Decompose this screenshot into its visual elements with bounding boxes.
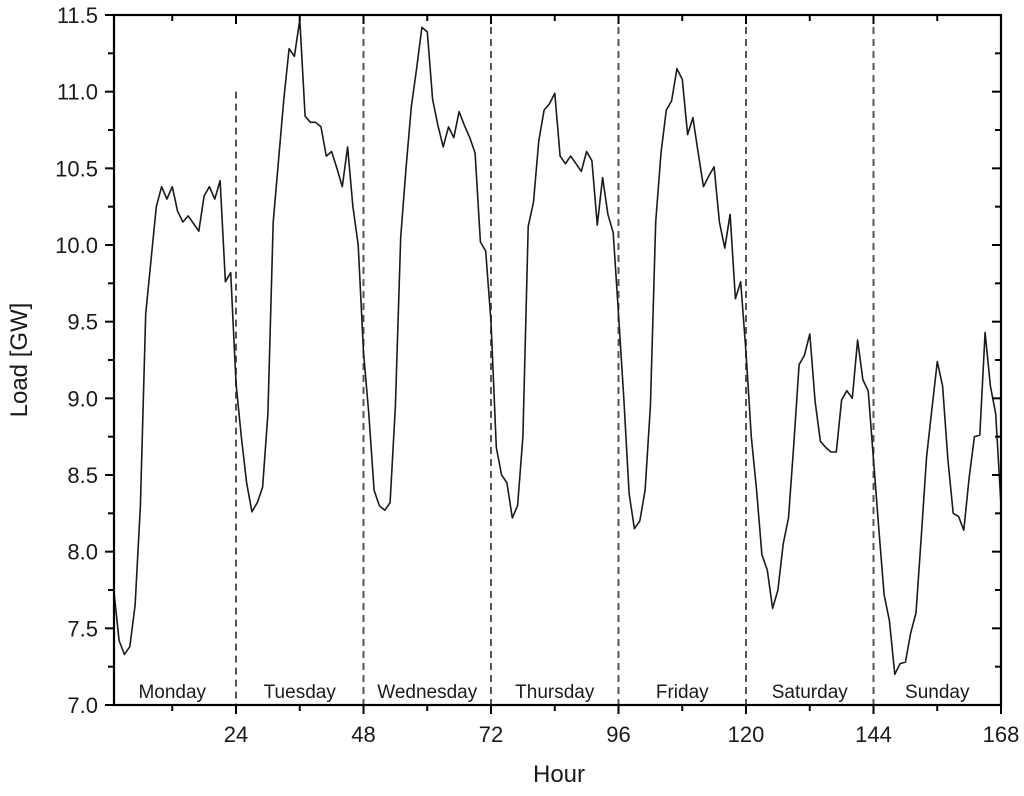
load-series-line bbox=[113, 18, 1002, 676]
day-label: Sunday bbox=[905, 682, 970, 703]
axis-ticks bbox=[105, 14, 1002, 714]
y-tick-label: 9.0 bbox=[67, 386, 98, 411]
x-tick-label: 120 bbox=[728, 722, 765, 747]
day-label: Wednesday bbox=[377, 682, 477, 703]
x-tick-label: 96 bbox=[606, 722, 630, 747]
day-label: Friday bbox=[656, 682, 709, 703]
y-tick-label: 8.5 bbox=[67, 463, 98, 488]
x-tick-label: 144 bbox=[855, 722, 892, 747]
day-label: Saturday bbox=[772, 682, 849, 703]
y-tick-label: 7.5 bbox=[67, 616, 98, 641]
day-labels: Monday Tuesday Wednesday Thursday Friday Satu… bbox=[138, 682, 970, 703]
x-tick-label: 72 bbox=[479, 722, 503, 747]
y-tick-label: 11.5 bbox=[57, 3, 98, 28]
day-label: Tuesday bbox=[264, 682, 337, 703]
y-tick-label: 9.5 bbox=[67, 310, 98, 335]
day-label: Thursday bbox=[515, 682, 595, 703]
x-tick-label: 168 bbox=[983, 722, 1020, 747]
y-axis-title: Load [GW] bbox=[6, 303, 33, 418]
y-tick-label: 7.0 bbox=[67, 693, 98, 718]
y-tick-label: 8.0 bbox=[67, 540, 98, 565]
x-tick-label: 48 bbox=[351, 722, 375, 747]
y-axis-tick-labels: 7.0 7.5 8.0 8.5 9.0 9.5 10.0 10.5 11.0 11.5 bbox=[55, 3, 98, 718]
y-tick-label: 10.0 bbox=[55, 233, 98, 258]
y-tick-label: 10.5 bbox=[55, 156, 98, 181]
x-axis-tick-labels: 24 48 72 96 120 144 168 bbox=[224, 722, 1020, 747]
x-tick-label: 24 bbox=[224, 722, 248, 747]
day-label: Monday bbox=[138, 682, 206, 703]
x-axis-title: Hour bbox=[533, 761, 585, 788]
day-divider-lines bbox=[235, 15, 875, 705]
y-tick-label: 11.0 bbox=[57, 80, 98, 105]
